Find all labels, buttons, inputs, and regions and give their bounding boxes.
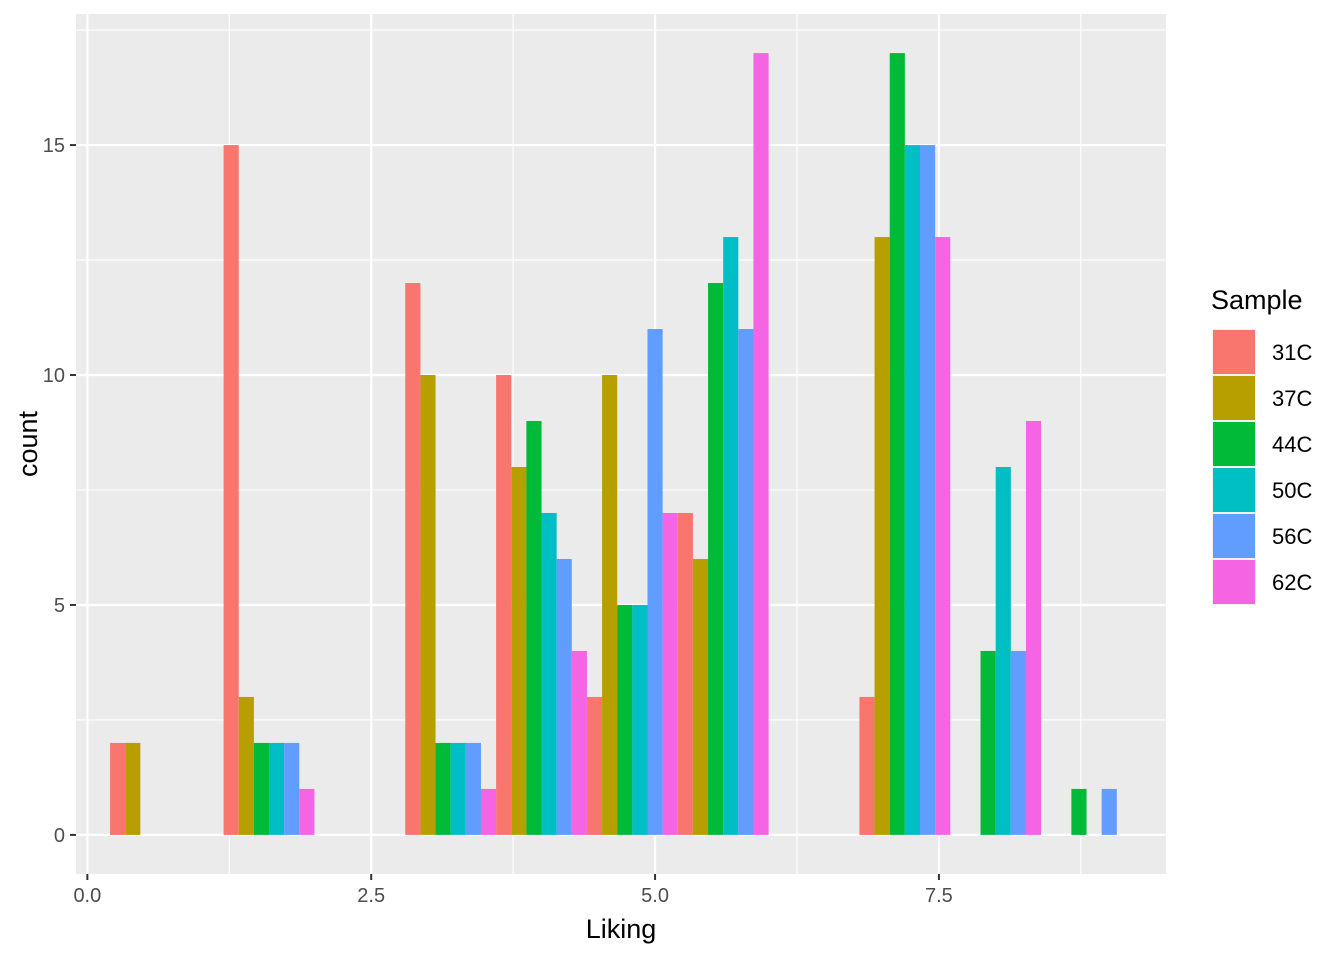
legend-swatch-62c	[1213, 560, 1255, 604]
x-axis: 0.0 2.5 5.0 7.5	[73, 874, 953, 907]
bar-44c-bin-3	[526, 421, 542, 835]
bar-56c-bin-2	[465, 742, 481, 835]
bar-37c-bin-1	[238, 696, 254, 835]
bars	[110, 53, 1117, 835]
bar-31c-bin-0	[110, 742, 126, 835]
bar-31c-bin-5	[677, 512, 693, 835]
y-tick-label: 5	[54, 595, 65, 617]
y-tick-label: 10	[43, 365, 65, 387]
bar-50c-bin-6	[904, 145, 920, 835]
x-tick-label: 7.5	[925, 885, 953, 907]
legend-label-56c: 56C	[1272, 524, 1312, 549]
bar-37c-bin-4	[602, 375, 618, 835]
legend-title: Sample	[1211, 285, 1303, 315]
bar-50c-bin-7	[995, 466, 1011, 835]
bar-37c-bin-6	[874, 237, 890, 835]
bar-44c-bin-7	[980, 650, 996, 835]
y-axis: 0 5 10 15	[43, 135, 76, 847]
bar-50c-bin-1	[269, 742, 285, 835]
bar-62c-bin-2	[480, 788, 497, 835]
y-axis-title: count	[13, 410, 43, 477]
bar-56c-bin-6	[919, 145, 936, 835]
bar-56c-bin-8	[1101, 788, 1117, 835]
bar-31c-bin-6	[859, 696, 875, 835]
y-tick-label: 0	[54, 825, 65, 847]
bar-62c-bin-4	[662, 512, 678, 835]
legend-label-37c: 37C	[1272, 386, 1312, 411]
legend-swatch-50c	[1213, 468, 1255, 512]
bar-62c-bin-6	[935, 237, 951, 835]
bar-62c-bin-3	[571, 650, 587, 835]
bar-44c-bin-4	[617, 604, 633, 835]
x-tick-label: 0.0	[73, 885, 101, 907]
bar-44c-bin-6	[889, 53, 905, 835]
bar-44c-bin-8	[1071, 788, 1087, 835]
legend: Sample 31C 37C 44C 50C 56C 62C	[1211, 285, 1312, 605]
bar-44c-bin-1	[253, 742, 270, 835]
legend-swatch-31c	[1213, 330, 1255, 374]
legend-label-31c: 31C	[1272, 340, 1312, 365]
bar-37c-bin-2	[420, 375, 436, 835]
bar-44c-bin-5	[708, 283, 724, 835]
bar-62c-bin-1	[299, 788, 315, 835]
legend-swatch-44c	[1213, 422, 1255, 466]
bar-62c-bin-5	[753, 53, 769, 835]
bar-44c-bin-2	[435, 742, 451, 835]
bar-56c-bin-5	[738, 329, 754, 835]
bar-37c-bin-3	[511, 466, 527, 835]
bar-31c-bin-4	[586, 696, 603, 835]
legend-swatch-56c	[1213, 514, 1255, 558]
legend-label-44c: 44C	[1272, 432, 1312, 457]
bar-62c-bin-7	[1025, 421, 1042, 835]
bar-50c-bin-5	[723, 237, 739, 835]
bar-56c-bin-7	[1010, 650, 1026, 835]
bar-31c-bin-1	[223, 145, 239, 835]
bar-50c-bin-3	[541, 512, 557, 835]
legend-swatch-37c	[1213, 376, 1255, 420]
bar-37c-bin-0	[125, 742, 141, 835]
bar-37c-bin-5	[692, 558, 709, 835]
x-axis-title: Liking	[586, 914, 657, 944]
x-tick-label: 5.0	[641, 885, 669, 907]
bar-56c-bin-3	[556, 558, 572, 835]
bar-31c-bin-3	[496, 375, 512, 835]
bar-31c-bin-2	[405, 283, 421, 835]
y-tick-label: 15	[43, 135, 65, 157]
bar-56c-bin-4	[647, 329, 663, 835]
bar-50c-bin-4	[632, 604, 648, 835]
legend-label-62c: 62C	[1272, 570, 1312, 595]
x-tick-label: 2.5	[357, 885, 385, 907]
bar-56c-bin-1	[284, 742, 300, 835]
bar-50c-bin-2	[450, 742, 466, 835]
legend-label-50c: 50C	[1272, 478, 1312, 503]
